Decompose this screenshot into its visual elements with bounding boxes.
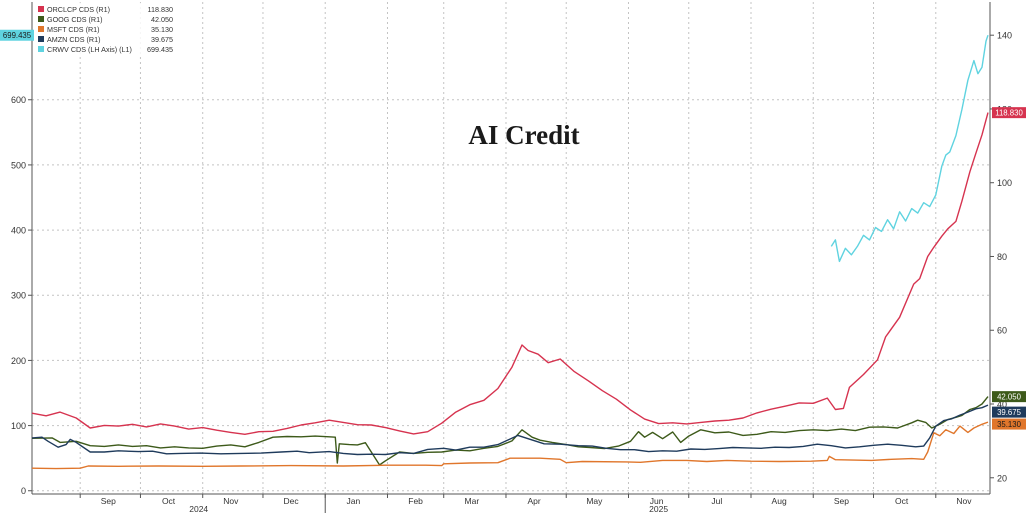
x-month-label-6-mar: Mar: [465, 496, 480, 506]
left-tick-label-600: 600: [11, 95, 26, 105]
right-tick-label-80: 80: [997, 252, 1007, 262]
legend: ORCLCP CDS (R1) 118.830 GOOG CDS (R1) 42.05…: [33, 3, 177, 55]
legend-label-crwv-cds-lh-axis-l1: CRWV CDS (LH Axis) (L1): [47, 45, 132, 54]
series-line-orclcp-cds-r1: [31, 112, 989, 435]
x-year-label-2025: 2025: [649, 504, 668, 513]
series-line-goog-cds-r1: [31, 396, 989, 466]
badge-msft-cds-r1: [992, 418, 1026, 430]
legend-value-msft-cds-r1: 35.130: [151, 25, 173, 34]
series-line-crwv-cds-lh-axis-l1: [830, 34, 989, 263]
legend-swatch-goog-cds-r1: [38, 16, 44, 22]
legend-swatch-amzn-cds-r1: [38, 36, 44, 42]
badge-value-msft-cds-r1: 35.130: [997, 420, 1022, 429]
x-month-label-9-jun: Jun: [650, 496, 664, 506]
legend-label-orclcp-cds-r1: ORCLCP CDS (R1): [47, 5, 110, 14]
x-year-label-2024: 2024: [189, 504, 208, 513]
x-month-label-5-feb: Feb: [408, 496, 423, 506]
x-month-label-10-jul: Jul: [711, 496, 722, 506]
x-month-label-2-nov: Nov: [223, 496, 239, 506]
legend-label-goog-cds-r1: GOOG CDS (R1): [47, 15, 103, 24]
right-tick-label-100: 100: [997, 178, 1012, 188]
x-month-label-13-oct: Oct: [895, 496, 909, 506]
left-tick-label-300: 300: [11, 291, 26, 301]
x-month-label-11-aug: Aug: [772, 496, 787, 506]
x-month-label-12-sep: Sep: [834, 496, 849, 506]
badge-value-orclcp-cds-r1: 118.830: [995, 109, 1023, 118]
left-tick-label-200: 200: [11, 356, 26, 366]
x-month-label-3-dec: Dec: [284, 496, 300, 506]
badge-value-amzn-cds-r1: 39.675: [997, 408, 1022, 417]
chart-title: AI Credit: [468, 120, 579, 150]
left-tick-label-100: 100: [11, 421, 26, 431]
x-month-label-7-apr: Apr: [527, 496, 540, 506]
left-tick-label-400: 400: [11, 226, 26, 236]
right-tick-label-60: 60: [997, 326, 1007, 336]
plot-background: [32, 2, 990, 494]
right-tick-label-40: 40: [997, 400, 1007, 410]
left-tick-label-0: 0: [21, 486, 26, 496]
series-line-amzn-cds-r1: [31, 404, 989, 456]
right-tick-label-20: 20: [997, 473, 1007, 483]
legend-value-goog-cds-r1: 42.050: [151, 15, 173, 24]
x-month-label-4-jan: Jan: [346, 496, 360, 506]
x-month-label-14-nov: Nov: [956, 496, 972, 506]
series-layer: [31, 34, 989, 470]
legend-value-amzn-cds-r1: 39.675: [151, 35, 173, 44]
series-line-msft-cds-r1: [31, 421, 989, 470]
legend-box: [33, 3, 177, 55]
left-tick-label-500: 500: [11, 160, 26, 170]
legend-swatch-orclcp-cds-r1: [38, 6, 44, 12]
badge-amzn-cds-r1: [992, 406, 1026, 418]
right-tick-label-140: 140: [997, 31, 1012, 41]
legend-label-msft-cds-r1: MSFT CDS (R1): [47, 25, 100, 34]
x-month-label-0-sep: Sep: [101, 496, 116, 506]
x-month-label-8-may: May: [586, 496, 603, 506]
badge-value-goog-cds-r1: 42.050: [997, 393, 1022, 402]
badge-value-crwv-cds-lh-axis-l1: 699.435: [3, 31, 32, 40]
legend-value-crwv-cds-lh-axis-l1: 699.435: [147, 45, 173, 54]
legend-swatch-crwv-cds-lh-axis-l1: [38, 46, 44, 52]
badge-goog-cds-r1: [992, 391, 1026, 403]
badge-orclcp-cds-r1: [992, 107, 1026, 119]
legend-value-orclcp-cds-r1: 118.830: [148, 5, 173, 14]
grid-layer: [32, 2, 990, 494]
legend-swatch-msft-cds-r1: [38, 26, 44, 32]
legend-label-amzn-cds-r1: AMZN CDS (R1): [47, 35, 101, 44]
badge-crwv-cds-lh-axis-l1: [0, 29, 34, 41]
x-month-label-1-oct: Oct: [162, 496, 176, 506]
